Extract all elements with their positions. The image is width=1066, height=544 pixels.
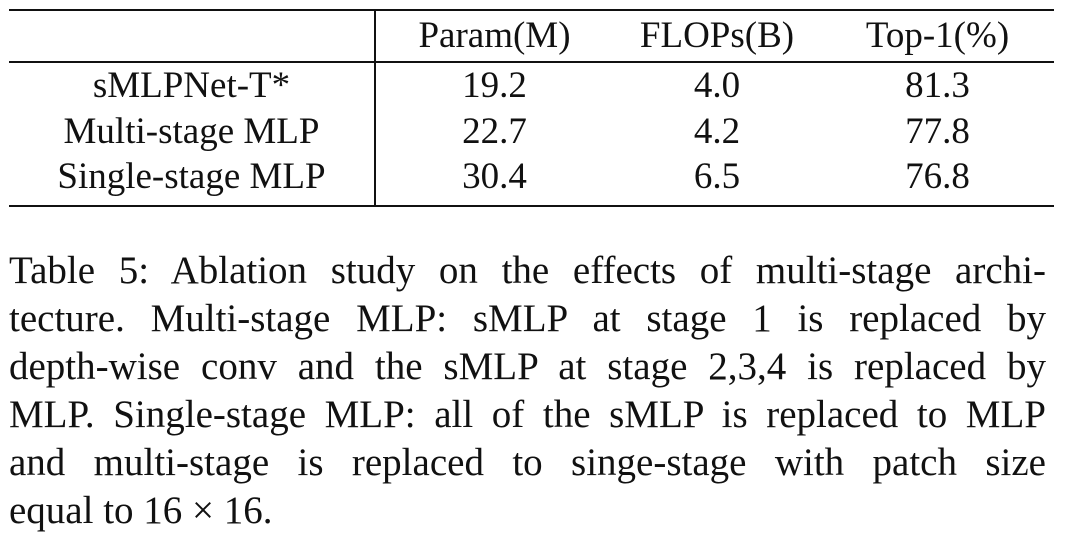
table-row: Multi-stage MLP 22.7 4.2 77.8	[9, 109, 1054, 155]
header-param: Param(M)	[375, 9, 613, 63]
header-top1: Top-1(%)	[821, 9, 1054, 63]
ablation-table: Param(M) FLOPs(B) Top-1(%) sMLPNet-T* 19…	[9, 9, 1054, 207]
table-row: Single-stage MLP 30.4 6.5 76.8	[9, 155, 1054, 207]
ablation-table-container: Param(M) FLOPs(B) Top-1(%) sMLPNet-T* 19…	[9, 9, 1054, 207]
table-caption: Table 5: Ablation study on the effects o…	[9, 247, 1046, 535]
flops-cell: 4.0	[693, 65, 741, 106]
header-flops: FLOPs(B)	[613, 9, 821, 63]
top1-cell: 81.3	[905, 65, 970, 106]
top1-cell: 76.8	[821, 155, 1054, 207]
param-cell: 19.2	[462, 65, 527, 106]
top1-cell: 77.8	[905, 111, 970, 152]
caption-line: tecture. Multi-stage MLP: sMLP at stage …	[9, 297, 1046, 340]
row-label: Multi-stage MLP	[9, 109, 376, 155]
table-row: sMLPNet-T* 19.2 4.0 81.3	[9, 62, 1054, 109]
caption-line: MLP. Single-stage MLP: all of the sMLP i…	[9, 393, 1046, 436]
row-label: sMLPNet-T*	[9, 62, 376, 109]
flops-cell: 4.2	[693, 111, 741, 152]
row-label: Single-stage MLP	[9, 155, 376, 207]
param-cell: 22.7	[462, 111, 527, 152]
param-cell: 30.4	[375, 155, 613, 207]
caption-line: depth-wise conv and the sMLP at stage 2,…	[9, 345, 1046, 388]
caption-line: and multi-stage is replaced to singe-sta…	[9, 441, 1046, 484]
caption-line: Table 5: Ablation study on the effects o…	[9, 249, 1046, 292]
caption-line: equal to 16 × 16.	[9, 489, 273, 532]
flops-cell: 6.5	[613, 155, 821, 207]
table-header-row: Param(M) FLOPs(B) Top-1(%)	[9, 9, 1054, 63]
header-corner-cell	[9, 9, 376, 63]
